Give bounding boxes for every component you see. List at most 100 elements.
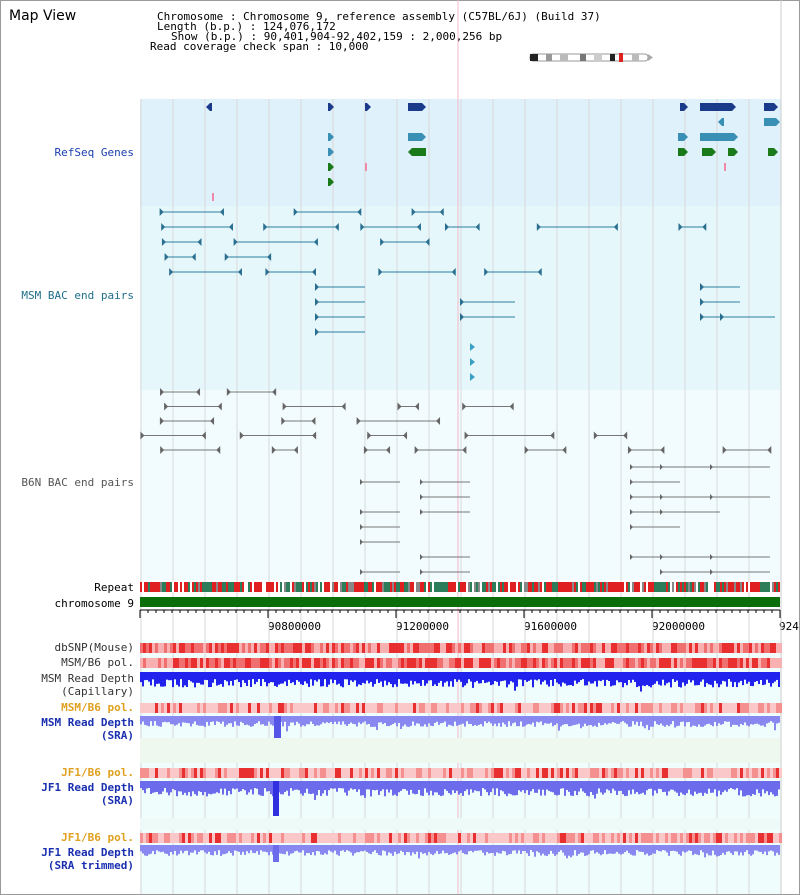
polymorphism-cell [656,833,659,843]
polymorphism-cell [692,703,695,713]
polymorphism-cell [668,658,671,668]
read-depth-bar [466,781,468,790]
read-depth-bar [402,845,404,853]
read-depth-bar [430,672,432,681]
polymorphism-cell [209,833,212,843]
repeat-element [752,582,754,592]
read-depth-bar [392,672,394,688]
read-depth-bar [440,672,442,681]
read-depth-bar [174,672,176,680]
polymorphism-cell [401,643,404,653]
read-depth-bar [444,781,446,790]
read-depth-bar [680,845,682,856]
read-depth-bar [588,781,590,797]
read-depth-bar [650,845,652,856]
polymorphism-cell [569,643,572,653]
polymorphism-cell [164,703,167,713]
polymorphism-cell [374,658,377,668]
read-depth-bar [546,781,548,790]
polymorphism-cell [395,658,398,668]
read-depth-bar [764,716,766,727]
polymorphism-cell [617,768,620,778]
polymorphism-cell [536,833,539,843]
read-depth-bar [610,716,612,724]
polymorphism-cell [197,643,200,653]
read-depth-bar [408,845,410,853]
polymorphism-cell [458,833,461,843]
polymorphism-cell [155,703,158,713]
polymorphism-cell [749,768,752,778]
polymorphism-cell [554,658,557,668]
polymorphism-cell [479,833,482,843]
read-depth-bar [410,845,412,856]
polymorphism-cell [341,643,344,653]
read-depth-bar [494,781,496,795]
read-depth-bar [248,672,250,680]
read-depth-bar [244,845,246,855]
polymorphism-cell [164,658,167,668]
polymorphism-cell [755,833,758,843]
polymorphism-cell [194,643,197,653]
repeat-element [578,582,580,592]
read-depth-bar [240,845,242,855]
read-depth-bar [630,672,632,683]
polymorphism-cell [452,658,455,668]
read-depth-bar [524,672,526,681]
read-depth-bar [646,845,648,854]
read-depth-bar [626,781,628,796]
polymorphism-cell [677,643,680,653]
read-depth-bar [742,672,744,686]
read-depth-bar [382,716,384,725]
bac-end-marker [630,509,633,515]
polymorphism-cell [692,768,695,778]
polymorphism-cell [290,643,293,653]
read-depth-bar [532,716,534,723]
polymorphism-cell [629,643,632,653]
polymorphism-cell [221,768,224,778]
read-depth-bar [328,672,330,685]
repeat-element [338,582,340,592]
read-depth-bar [530,845,532,851]
bac-end-marker [360,539,363,545]
read-depth-bar [688,716,690,723]
polymorphism-cell [770,703,773,713]
polymorphism-cell [524,768,527,778]
read-depth-bar [446,845,448,854]
repeat-element [408,582,410,592]
polymorphism-cell [533,833,536,843]
read-depth-bar [220,672,222,685]
read-depth-bar [176,672,178,685]
read-depth-bar [286,672,288,686]
polymorphism-cell [656,703,659,713]
read-depth-bar [522,845,524,852]
repeat-element [478,582,480,592]
polymorphism-cell [545,703,548,713]
repeat-element [400,582,402,592]
read-depth-bar [680,781,682,793]
read-depth-bar [632,845,634,856]
read-depth-bar [708,781,710,789]
chromosome-ideogram[interactable] [528,53,654,62]
polymorphism-cell [704,703,707,713]
polymorphism-cell [584,703,587,713]
read-depth-bar [768,845,770,852]
read-depth-bar [760,716,762,726]
read-depth-bar [348,716,350,724]
read-depth-bar [636,781,638,793]
polymorphism-cell [401,833,404,843]
repeat-element [568,582,570,592]
read-depth-bar [552,672,554,686]
bac-end-marker [164,253,169,261]
polymorphism-cell [662,658,665,668]
read-depth-bar [144,781,146,794]
map-view-title: Map View [9,8,77,24]
polymorphism-cell [185,703,188,713]
polymorphism-cell [314,643,317,653]
read-depth-bar [384,781,386,797]
read-depth-bar [314,845,316,856]
polymorphism-cell [545,658,548,668]
polymorphism-cell [530,658,533,668]
read-depth-bar [578,672,580,683]
polymorphism-cell [386,703,389,713]
